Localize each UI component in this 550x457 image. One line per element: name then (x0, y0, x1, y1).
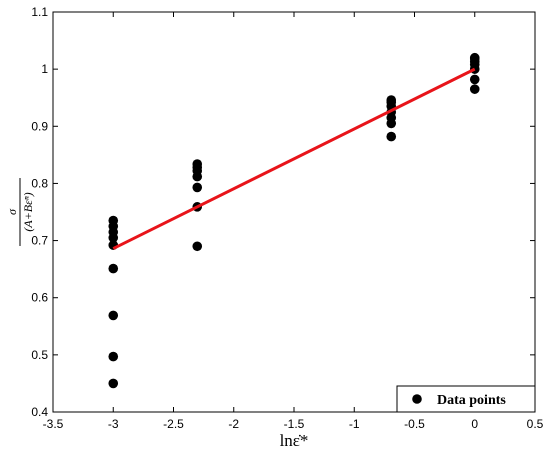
x-tick-label: -0.5 (404, 417, 425, 431)
data-point (108, 378, 119, 389)
data-point (108, 263, 119, 274)
data-point (469, 74, 480, 85)
data-point (192, 182, 203, 193)
data-point (469, 52, 480, 63)
data-point (469, 84, 480, 94)
data-point (386, 95, 397, 105)
y-tick-label: 1 (41, 62, 48, 76)
data-point (108, 351, 119, 362)
y-tick-label: 0.4 (31, 405, 48, 419)
x-tick-label: -1.5 (284, 417, 305, 431)
y-tick-label: 0.5 (31, 348, 48, 362)
y-tick-label: 0.6 (31, 291, 48, 305)
x-tick-label: 0.5 (527, 417, 544, 431)
data-point (192, 159, 203, 169)
data-point (386, 131, 397, 142)
x-tick-label: -3 (108, 417, 119, 431)
x-tick-label: -1 (349, 417, 360, 431)
fit-line (112, 67, 476, 250)
legend-marker (412, 394, 422, 404)
x-axis-label: lnε̇* (280, 431, 309, 450)
data-point (192, 241, 203, 252)
y-tick-label: 0.7 (31, 234, 48, 248)
y-tick-label: 1.1 (31, 5, 48, 19)
y-tick-label: 0.9 (31, 119, 48, 133)
plot-frame (52, 11, 536, 413)
x-tick-label: -2 (228, 417, 239, 431)
y-axis-label: σ (A+Bεⁿ) (5, 178, 35, 246)
y-tick-label: 0.8 (31, 176, 48, 190)
data-point (108, 215, 119, 226)
x-tick-label: 0 (471, 417, 478, 431)
x-tick-label: -2.5 (163, 417, 184, 431)
data-point (108, 310, 119, 321)
legend: Data points (396, 385, 536, 413)
x-tick-label: -3.5 (43, 417, 64, 431)
y-label-numerator: σ (5, 208, 19, 215)
y-label-denominator: (A+Bεⁿ) (21, 192, 35, 231)
legend-label: Data points (437, 393, 506, 408)
